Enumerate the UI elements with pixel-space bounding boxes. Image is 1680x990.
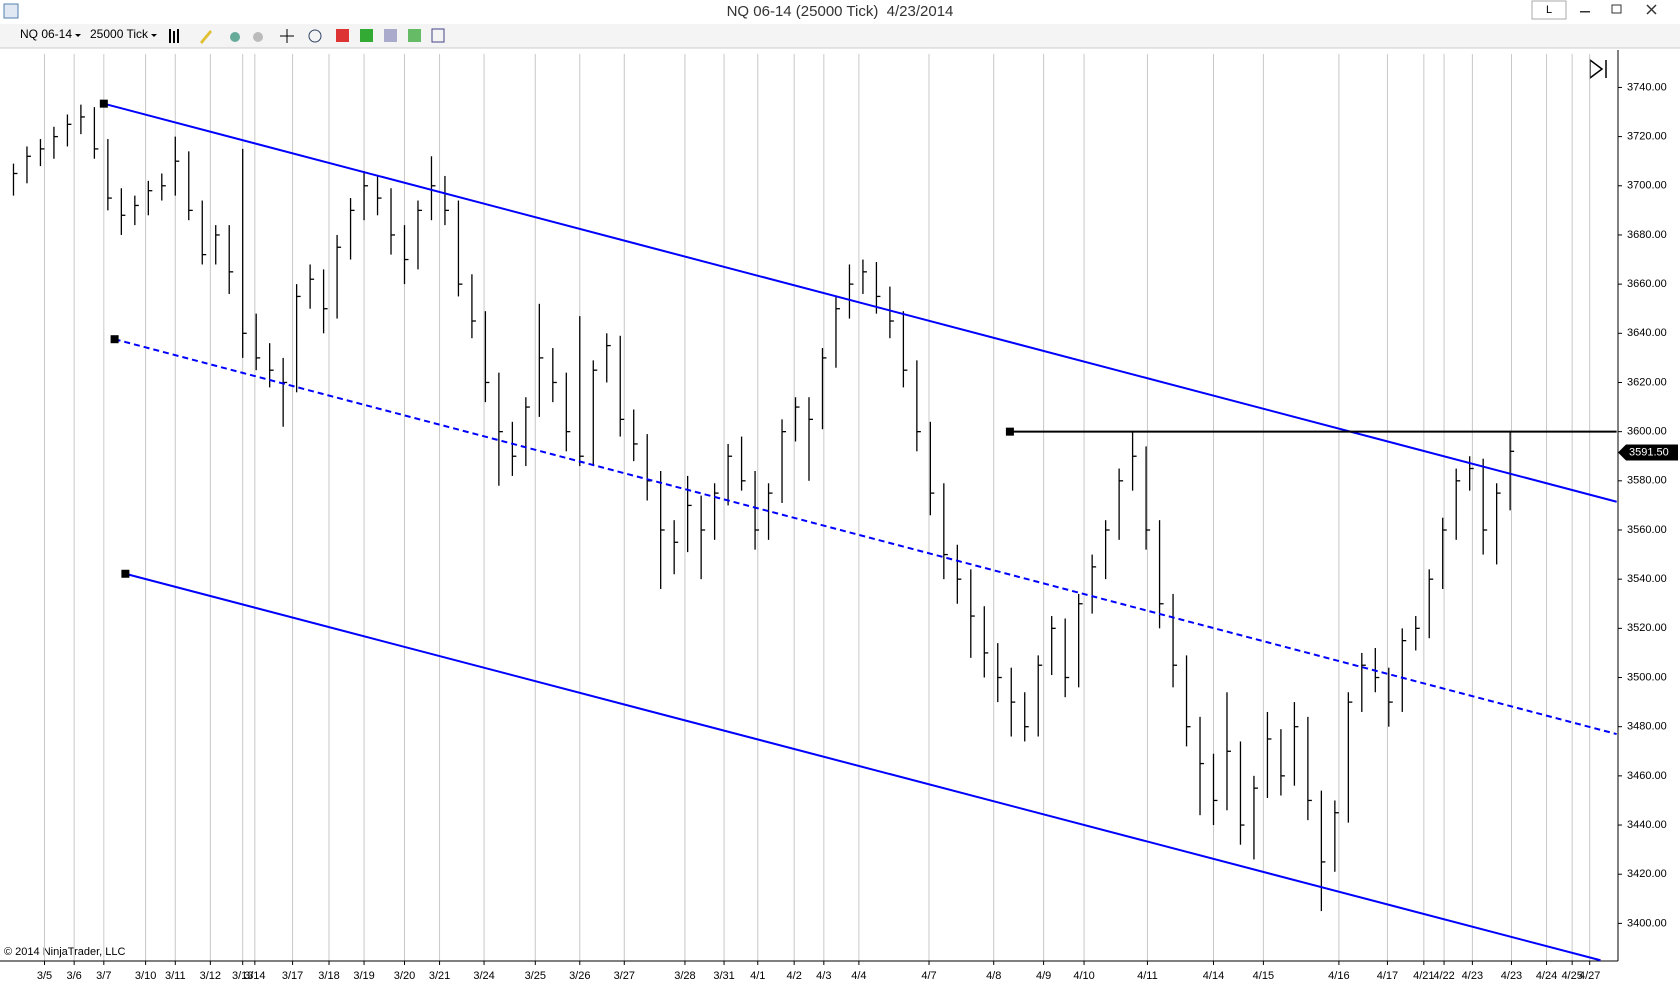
y-tick-label: 3480.00 [1627,721,1667,733]
anchor-point [110,335,119,344]
maximize[interactable] [1611,4,1622,14]
x-tick-label: 3/13 [232,970,253,982]
toolbar-icons[interactable] [169,28,445,44]
x-tick-label: 4/9 [1036,970,1051,982]
instrument-selector[interactable]: NQ 06-14 [20,27,72,41]
x-tick-label: 3/26 [569,970,590,982]
y-tick-label: 3420.00 [1627,868,1667,880]
minimize[interactable] [1580,11,1590,13]
y-tick-label: 3500.00 [1627,671,1667,683]
x-tick-label: 3/19 [353,970,374,982]
dropdown-arrow[interactable] [75,34,81,37]
x-tick-label: 3/18 [318,970,339,982]
copyright: © 2014 NinjaTrader, LLC [4,946,125,958]
dropdown-arrow[interactable] [151,34,157,37]
y-tick-label: 3540.00 [1627,573,1667,585]
x-tick-label: 4/8 [986,970,1001,982]
y-tick-label: 3580.00 [1627,475,1667,487]
plot: 3/5 3/6 3/7 3/10 3/11 3/12 3/133/14 3/17 3/18 3/1… [0,50,1678,982]
x-tick-label: 3/25 [525,970,546,982]
x-tick-label: 3/17 [282,970,303,982]
anchor-point [121,569,130,578]
y-tick-label: 3560.00 [1627,524,1667,536]
x-tick-label: 4/24 [1536,970,1557,982]
order-icon[interactable] [336,29,349,42]
link-button-label[interactable]: L [1546,4,1552,16]
x-tick-label: 3/11 [165,970,186,982]
close[interactable] [1646,4,1657,15]
y-tick-label: 3720.00 [1627,131,1667,143]
y-tick-label: 3680.00 [1627,229,1667,241]
indicator-icon[interactable] [230,32,240,42]
x-tick-label: 3/14 [244,970,265,982]
trend-line [114,338,1617,736]
y-tick-label: 3460.00 [1627,770,1667,782]
properties-icon[interactable] [431,28,445,43]
x-tick-label: 4/23 [1501,970,1522,982]
y-tick-label: 3640.00 [1627,327,1667,339]
title-bar [0,0,1680,24]
y-tick-label: 3740.00 [1627,81,1667,93]
x-tick-label: 4/15 [1253,970,1274,982]
x-tick-label: 3/28 [674,970,695,982]
anchor-point [1005,427,1014,436]
x-tick-label: 3/7 [96,970,111,982]
y-tick-label: 3620.00 [1627,376,1667,388]
x-tick-label: 4/25 [1561,970,1582,982]
x-tick-label: 3/10 [135,970,156,982]
trade-icon[interactable] [360,29,373,42]
last-price-label: 3591.50 [1629,446,1669,458]
x-tick-label: 4/27 [1579,970,1600,982]
x-tick-label: 4/14 [1203,970,1224,982]
y-tick-label: 3440.00 [1627,819,1667,831]
app-icon [3,3,19,19]
scroll-end-button[interactable] [1589,58,1607,80]
crosshair-icon[interactable] [280,29,294,43]
link-button[interactable] [1531,0,1567,20]
data-icon[interactable] [384,29,397,42]
x-tick-label: 4/17 [1377,970,1398,982]
x-tick-label: 4/22 [1433,970,1454,982]
x-tick-label: 3/6 [67,970,82,982]
last-price-marker [1618,444,1678,461]
anchor-point [99,99,108,108]
x-tick-label: 4/1 [750,970,765,982]
window-title: NQ 06-14 (25000 Tick) 4/23/2014 [727,3,954,20]
x-tick-label: 4/4 [851,970,866,982]
strategy-icon[interactable] [253,32,263,42]
y-tick-label: 3400.00 [1627,917,1667,929]
y-tick-label: 3600.00 [1627,426,1667,438]
dollar-icon[interactable] [408,29,421,42]
x-tick-label: 3/5 [37,970,52,982]
x-tick-label: 3/27 [614,970,635,982]
interval-selector[interactable]: 25000 Tick [90,27,149,41]
zoom-icon[interactable] [308,29,322,43]
bar-type-icon[interactable] [169,29,179,43]
y-tick-label: 3700.00 [1627,180,1667,192]
x-tick-label: 3/20 [394,970,415,982]
y-tick-label: 3660.00 [1627,278,1667,290]
y-tick-label: 3520.00 [1627,622,1667,634]
x-tick-label: 4/23 [1462,970,1483,982]
x-tick-label: 4/10 [1073,970,1094,982]
x-tick-label: 3/24 [473,970,494,982]
x-tick-label: 4/3 [816,970,831,982]
x-tick-label: 4/7 [921,970,936,982]
toolbar [0,24,1680,48]
trend-line [125,572,1601,962]
x-tick-label: 3/12 [200,970,221,982]
draw-icon[interactable] [200,30,212,44]
x-tick-label: 4/11 [1137,970,1158,982]
x-tick-label: 4/16 [1328,970,1349,982]
x-tick-label: 3/21 [429,970,450,982]
x-tick-label: 4/2 [787,970,802,982]
x-tick-label: 3/31 [713,970,734,982]
trend-line [103,102,1617,503]
x-tick-label: 4/21 [1413,970,1434,982]
